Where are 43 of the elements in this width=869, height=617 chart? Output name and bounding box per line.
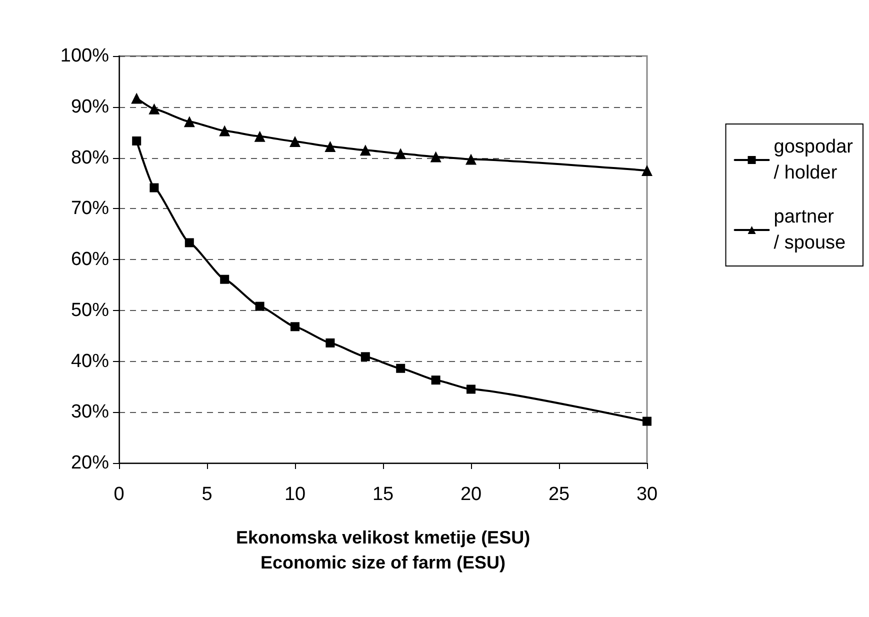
y-tick-label: 60%: [70, 249, 110, 270]
x-tick-label: 5: [202, 484, 212, 505]
point: [290, 322, 300, 332]
point: [150, 183, 159, 192]
point: [255, 302, 264, 311]
point: [132, 136, 142, 146]
point: [360, 352, 370, 362]
point: [254, 130, 266, 142]
point: [326, 338, 335, 348]
y-tick-label: 50%: [70, 300, 110, 321]
point: [396, 364, 406, 373]
point: [360, 144, 371, 156]
y-tick-label: 20%: [70, 452, 110, 474]
point: [395, 148, 406, 160]
point: [184, 116, 195, 128]
point: [220, 274, 230, 284]
y-tick-label: 70%: [70, 198, 110, 220]
y-tick-label: 80%: [70, 147, 110, 168]
point: [148, 103, 160, 114]
point: [290, 136, 300, 147]
y-tick-label: 30%: [70, 402, 110, 423]
x-tick-label: 0: [114, 484, 124, 505]
y-tick-label: 40%: [70, 350, 110, 372]
legend-label: partner / spouse: [774, 206, 846, 254]
x-axis-title: Ekonomska velikost kmetije (ESU) Economic size of farm (ESU): [236, 528, 530, 572]
point: [642, 416, 652, 426]
point: [324, 141, 336, 152]
point: [431, 376, 440, 385]
point: [466, 384, 476, 394]
y-tick-label: 90%: [70, 96, 110, 118]
point: [219, 125, 230, 136]
x-tick-label: 30: [636, 484, 658, 505]
x-tick-label: 25: [548, 484, 570, 505]
point: [430, 151, 442, 162]
x-tick-label: 20: [460, 484, 482, 505]
point: [642, 164, 652, 176]
point: [466, 154, 476, 165]
point: [184, 238, 194, 248]
y-tick-label: 100%: [60, 46, 110, 66]
point: [131, 92, 142, 104]
x-tick-label: 15: [372, 484, 394, 505]
x-tick-label: 10: [284, 484, 306, 505]
legend-label: gospodar / holder: [774, 136, 854, 184]
